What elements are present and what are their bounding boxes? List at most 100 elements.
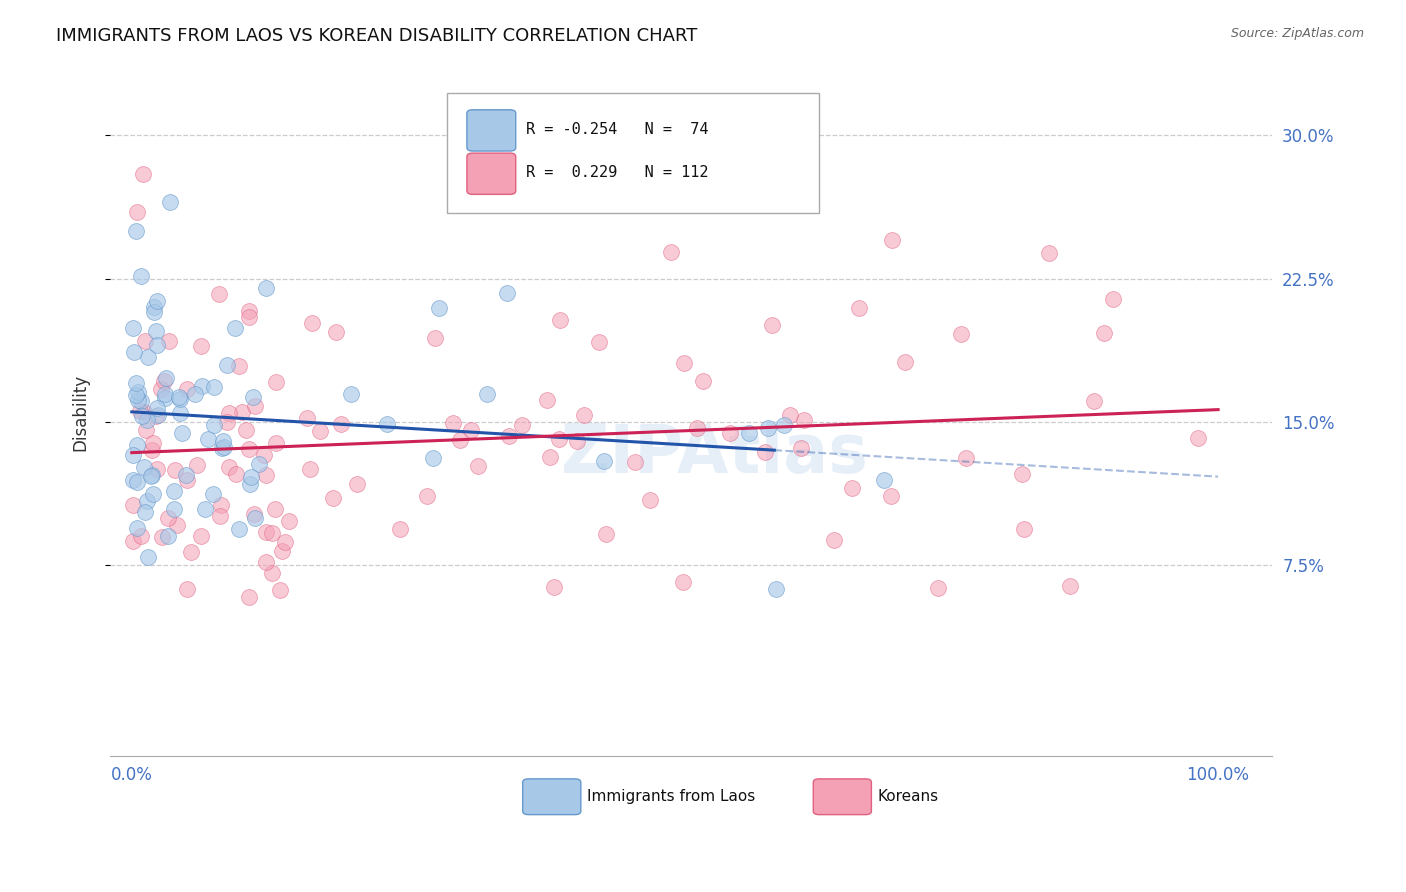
Point [162,483,184,498]
Point [122,345,145,359]
Point [756,421,779,435]
Point [873,473,896,487]
Point [190,529,212,543]
Point [841,481,863,495]
Point [765,582,787,597]
Point [167,390,190,404]
Point [239,477,262,491]
Point [823,533,845,547]
Point [298,462,321,476]
Point [274,535,297,549]
Point [235,423,257,437]
Point [125,521,148,535]
Point [254,281,277,295]
Point [208,286,231,301]
Point [548,432,571,446]
Point [194,502,217,516]
Point [146,337,169,351]
Point [262,566,284,580]
Point [169,406,191,420]
Point [176,382,198,396]
Text: Immigrants from Laos: Immigrants from Laos [586,789,755,805]
Point [638,493,661,508]
Point [214,440,236,454]
Point [125,376,148,390]
Point [125,224,148,238]
Point [536,393,558,408]
FancyBboxPatch shape [813,779,872,814]
Point [145,294,167,309]
Point [295,411,318,425]
Point [138,549,160,564]
FancyBboxPatch shape [467,110,516,151]
Point [593,454,616,468]
Point [1011,467,1033,482]
Point [211,442,233,456]
Point [242,390,264,404]
Point [155,387,177,401]
Point [159,195,181,210]
Point [202,417,225,432]
Point [848,301,870,316]
Point [595,527,617,541]
Point [761,318,783,333]
Point [253,448,276,462]
Point [122,473,145,487]
Point [340,387,363,401]
Point [141,442,163,457]
Point [254,524,277,539]
FancyBboxPatch shape [523,779,581,814]
Point [950,327,973,342]
Point [136,494,159,508]
Point [325,326,347,340]
Point [180,545,202,559]
Point [240,469,263,483]
Point [512,418,534,433]
Text: Source: ZipAtlas.com: Source: ZipAtlas.com [1230,27,1364,40]
Point [156,529,179,543]
Point [127,204,149,219]
Point [143,305,166,319]
Point [225,467,247,481]
Text: R = -0.254   N =  74: R = -0.254 N = 74 [526,121,709,136]
Point [475,387,498,401]
Point [135,413,157,427]
Point [269,583,291,598]
FancyBboxPatch shape [467,153,516,194]
Point [955,451,977,466]
Point [201,487,224,501]
Point [1014,523,1036,537]
Point [169,392,191,406]
Point [129,394,152,409]
Point [270,544,292,558]
Point [190,339,212,353]
Point [572,409,595,423]
Point [218,459,240,474]
Point [880,489,903,503]
Point [264,436,287,450]
Point [624,455,647,469]
Point [441,416,464,430]
Point [157,334,180,348]
Point [231,405,253,419]
Point [165,463,187,477]
Point [548,312,571,326]
Point [125,388,148,402]
Point [176,582,198,597]
Point [1092,326,1115,341]
Point [132,404,155,418]
Point [793,413,815,427]
Point [184,387,207,401]
Point [243,511,266,525]
Point [467,459,489,474]
Point [122,533,145,548]
Point [243,507,266,521]
Point [672,574,695,589]
Point [135,423,157,437]
Point [145,409,167,424]
Point [211,498,233,512]
Point [309,424,332,438]
Point [129,404,152,418]
Point [377,417,399,432]
Point [134,460,156,475]
